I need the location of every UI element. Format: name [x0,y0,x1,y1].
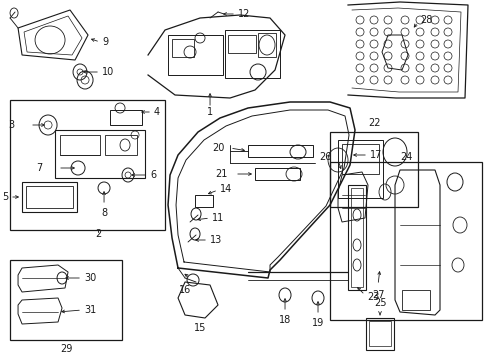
Text: 10: 10 [102,67,114,77]
Bar [26,186,73,208]
Bar [258,33,275,57]
Bar [195,195,213,207]
Text: 6: 6 [150,170,156,180]
Bar [10,260,122,340]
Text: 9: 9 [102,37,108,47]
Text: 14: 14 [220,184,232,194]
Bar [255,168,300,180]
Bar [105,135,137,155]
Text: 7: 7 [36,163,42,173]
Text: 8: 8 [101,208,107,218]
Text: 16: 16 [179,285,191,295]
Text: 1: 1 [206,107,213,117]
Text: 18: 18 [278,315,290,325]
Bar [168,35,223,75]
Bar [55,130,145,178]
Bar [347,185,365,290]
Text: 25: 25 [373,298,386,308]
Text: 23: 23 [366,292,379,302]
Text: 12: 12 [238,9,250,19]
Text: 31: 31 [84,305,96,315]
Text: 11: 11 [212,213,224,223]
Text: 4: 4 [154,107,160,117]
Bar [350,188,362,287]
Text: 22: 22 [367,118,380,128]
Bar [337,140,382,198]
Bar [110,110,142,125]
Text: 21: 21 [215,169,227,179]
Bar [172,39,194,57]
Bar [10,100,164,230]
Bar [329,132,417,207]
Text: 2: 2 [95,229,101,239]
Text: 24: 24 [399,152,411,162]
Text: 28: 28 [419,15,431,25]
Text: 15: 15 [193,323,206,333]
Text: 19: 19 [311,318,324,328]
Text: 20: 20 [212,143,224,153]
Bar [341,144,378,174]
Text: 29: 29 [60,344,72,354]
Text: 27: 27 [371,290,384,300]
Text: 17: 17 [369,150,382,160]
Text: 30: 30 [84,273,96,283]
Bar [224,30,280,78]
Bar [401,290,429,310]
Bar [22,182,77,212]
Text: 3: 3 [8,120,14,130]
Bar [365,318,393,350]
Bar [329,162,481,320]
Text: 13: 13 [210,235,222,245]
Text: 5: 5 [2,192,8,202]
Bar [368,321,390,346]
Bar [247,145,312,157]
Text: 26: 26 [319,152,331,162]
Bar [227,35,256,53]
Bar [60,135,100,155]
